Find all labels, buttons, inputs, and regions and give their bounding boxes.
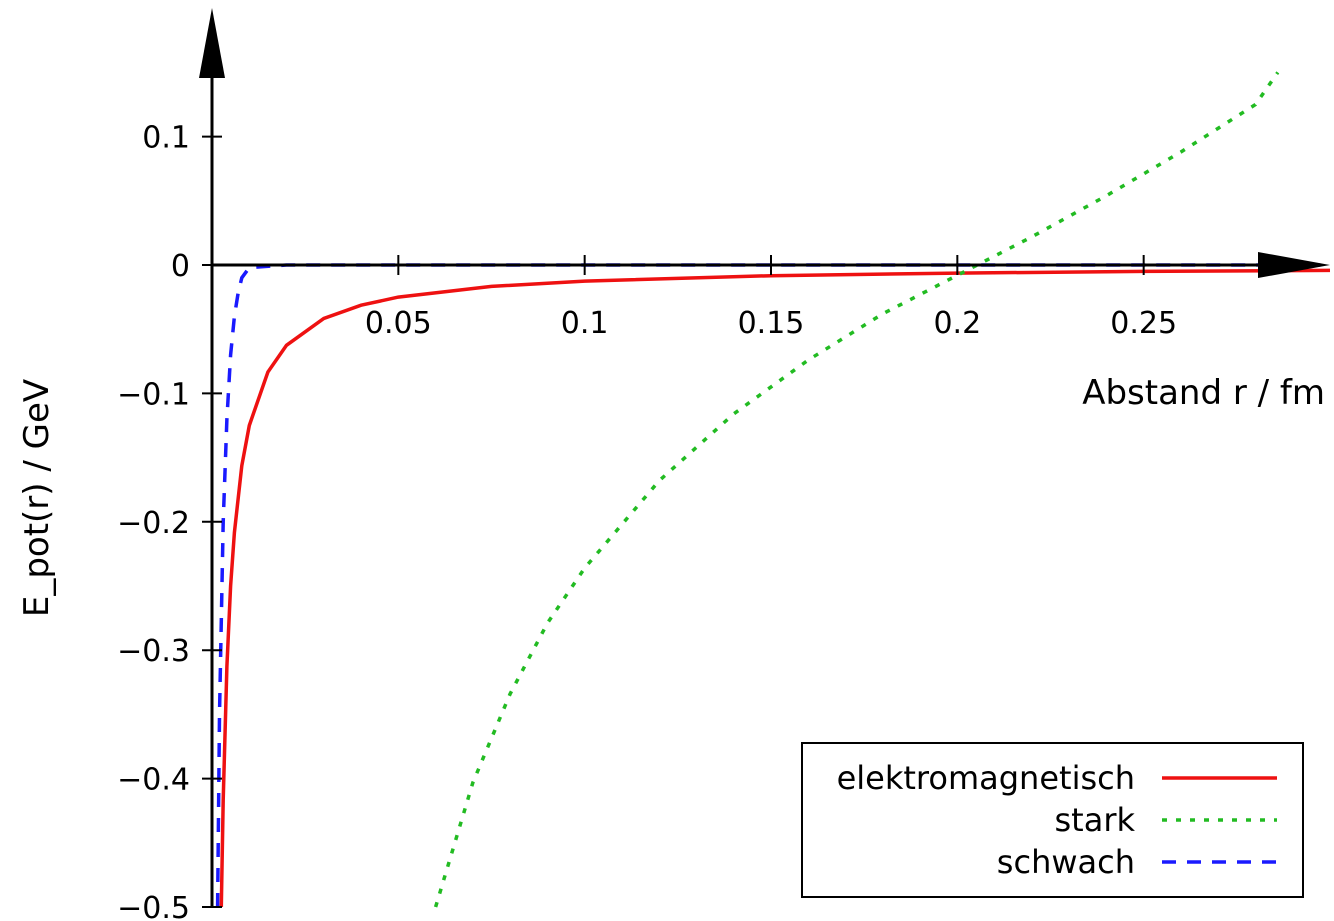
- series-stark-line: [433, 71, 1280, 908]
- legend: elektromagnetisch stark schwach: [801, 742, 1304, 898]
- series-layer: [215, 71, 1331, 908]
- y-axis-title: E_pot(r) / GeV: [17, 379, 57, 617]
- ticks-layer: 0.05 0.1 0.15 0.2 0.25 0.1 0 −0.1 −0.2 −0.3 −0.4 −0…: [117, 121, 1177, 921]
- legend-label: schwach: [997, 843, 1135, 881]
- series-elektromagnetisch-line: [219, 268, 1331, 908]
- x-tick-label: 0.1: [561, 306, 609, 341]
- x-tick-label: 0.2: [933, 306, 981, 341]
- y-tick-label: 0: [171, 249, 190, 284]
- legend-label: stark: [1054, 801, 1135, 839]
- x-tick-label: 0.15: [738, 306, 805, 341]
- x-tick-label: 0.25: [1110, 306, 1177, 341]
- x-axis-title: Abstand r / fm: [1082, 373, 1325, 413]
- y-tick-label: −0.4: [117, 763, 190, 798]
- y-tick-label: 0.1: [142, 121, 190, 156]
- y-tick-label: −0.3: [117, 634, 190, 669]
- y-tick-label: −0.1: [117, 377, 190, 412]
- axes-layer: [199, 8, 1330, 907]
- y-axis-arrowhead: [199, 8, 225, 78]
- series-schwach-line: [215, 263, 1330, 908]
- x-axis-arrowhead: [1258, 252, 1330, 278]
- legend-label: elektromagnetisch: [837, 759, 1135, 797]
- y-tick-label: −0.2: [117, 506, 190, 541]
- y-tick-label: −0.5: [117, 891, 190, 921]
- x-tick-label: 0.05: [365, 306, 432, 341]
